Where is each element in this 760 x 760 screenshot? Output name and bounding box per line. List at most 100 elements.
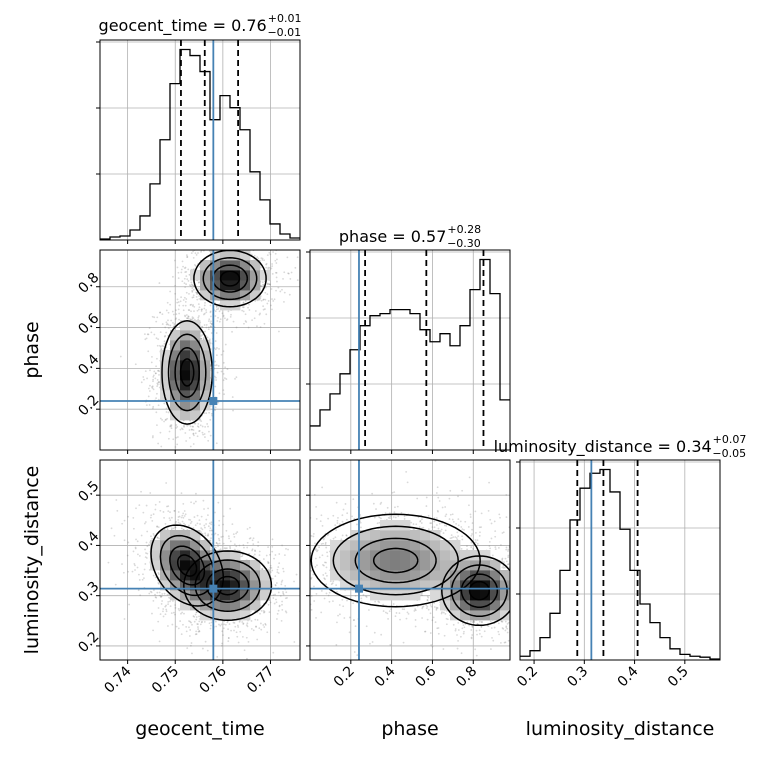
scatter-point	[285, 611, 288, 614]
scatter-point	[222, 314, 225, 317]
scatter-point	[256, 256, 259, 259]
scatter-point	[186, 254, 188, 257]
scatter-point	[190, 283, 193, 286]
scatter-point	[146, 377, 148, 380]
density-bin	[190, 410, 201, 421]
scatter-point	[218, 348, 220, 350]
scatter-point	[161, 513, 163, 515]
scatter-point	[207, 320, 210, 322]
scatter-point	[209, 434, 212, 437]
scatter-point	[197, 623, 199, 626]
scatter-point	[167, 311, 170, 314]
scatter-point	[214, 385, 217, 388]
scatter-point	[521, 564, 523, 566]
scatter-point	[119, 355, 122, 358]
scatter-point	[284, 584, 287, 587]
scatter-point	[235, 376, 238, 379]
scatter-point	[332, 580, 335, 583]
scatter-point	[160, 603, 163, 605]
scatter-point	[199, 623, 202, 626]
scatter-point	[177, 627, 180, 630]
scatter-point	[159, 509, 162, 512]
density-bin	[200, 340, 211, 351]
scatter-point	[267, 562, 270, 565]
scatter-point	[140, 490, 142, 493]
scatter-point	[164, 326, 167, 329]
scatter-point	[217, 365, 220, 367]
scatter-point	[201, 308, 203, 311]
scatter-point	[449, 489, 452, 492]
scatter-point	[177, 607, 180, 610]
scatter-point	[140, 381, 143, 384]
scatter-point	[218, 524, 220, 527]
scatter-point	[196, 435, 199, 438]
scatter-point	[147, 333, 150, 336]
scatter-point	[310, 577, 313, 580]
scatter-point	[225, 529, 228, 532]
scatter-point	[116, 509, 119, 512]
scatter-point	[182, 502, 185, 505]
contour-line	[159, 534, 215, 597]
scatter-point	[158, 373, 160, 376]
scatter-point	[155, 397, 157, 400]
scatter-point	[186, 317, 189, 320]
scatter-point	[345, 534, 348, 537]
scatter-point	[190, 310, 192, 313]
scatter-point	[282, 570, 285, 573]
scatter-point	[127, 541, 130, 544]
scatter-point	[162, 608, 165, 610]
scatter-point	[186, 424, 189, 427]
scatter-point	[352, 602, 355, 605]
scatter-point	[200, 531, 202, 534]
scatter-point	[193, 516, 196, 518]
scatter-point	[227, 637, 230, 639]
scatter-point	[165, 407, 168, 410]
scatter-point	[262, 305, 265, 308]
scatter-point	[169, 324, 172, 327]
scatter-point	[191, 652, 193, 655]
scatter-point	[325, 592, 328, 595]
scatter-point	[151, 537, 154, 540]
scatter-point	[197, 287, 200, 290]
scatter-point	[163, 342, 166, 345]
scatter-point	[294, 266, 297, 269]
scatter-point	[122, 571, 125, 574]
density-bin	[200, 350, 211, 361]
scatter-point	[186, 278, 189, 281]
scatter-point	[208, 430, 210, 433]
scatter-point	[151, 519, 154, 522]
scatter-point	[433, 526, 436, 529]
scatter-point	[154, 372, 157, 375]
scatter-point	[198, 289, 200, 292]
scatter-point	[224, 247, 226, 249]
scatter-point	[198, 315, 200, 317]
scatter-point	[287, 272, 290, 275]
density-bin	[170, 330, 181, 341]
scatter-point	[429, 604, 432, 606]
scatter-point	[197, 628, 200, 630]
density-bin	[250, 560, 261, 571]
scatter-point	[421, 518, 423, 521]
scatter-point	[310, 595, 313, 597]
scatter-point	[160, 595, 163, 598]
scatter-point	[460, 526, 463, 528]
density-bin	[230, 600, 241, 611]
density-bin	[210, 250, 221, 261]
scatter-point	[181, 428, 184, 431]
scatter-point	[202, 337, 205, 339]
scatter-point	[175, 436, 178, 439]
scatter-point	[173, 259, 176, 262]
scatter-point	[204, 330, 206, 333]
scatter-point	[191, 287, 194, 289]
scatter-point	[258, 554, 261, 557]
scatter-point	[406, 481, 409, 484]
scatter-point	[223, 317, 226, 320]
scatter-point	[136, 540, 139, 543]
scatter-point	[266, 293, 269, 296]
density-bin	[220, 270, 231, 281]
scatter-point	[248, 309, 251, 311]
scatter-point	[152, 380, 154, 383]
scatter-point	[247, 244, 249, 246]
density-bin	[170, 530, 181, 541]
scatter-point	[172, 527, 175, 530]
